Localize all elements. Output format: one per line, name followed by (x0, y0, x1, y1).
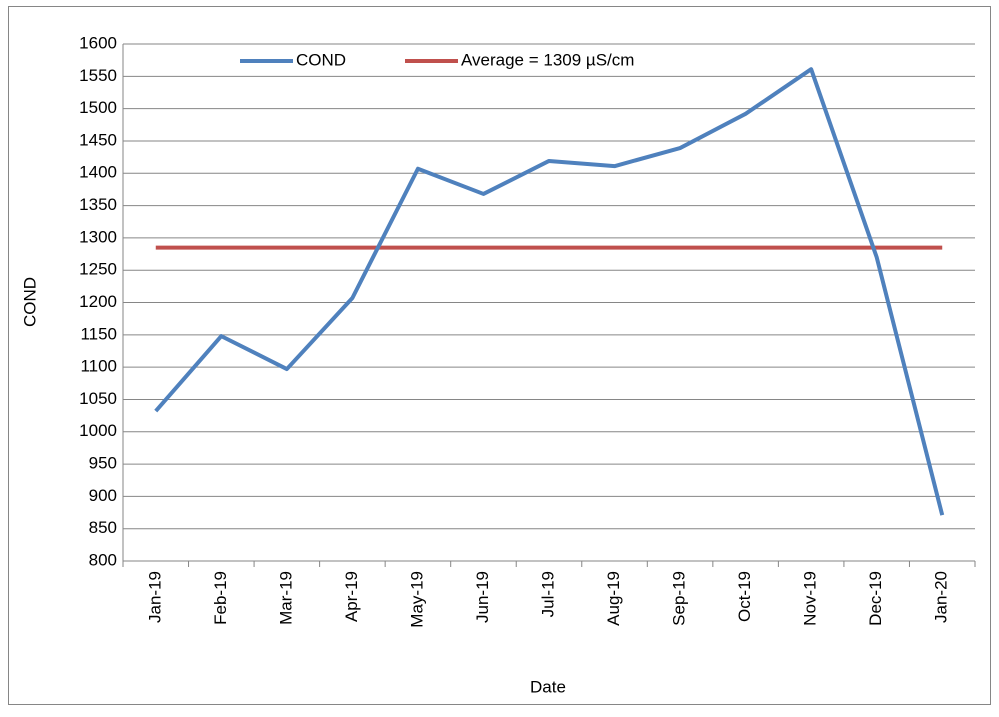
y-tick-label: 1300 (79, 227, 117, 246)
y-tick-label: 1000 (79, 421, 117, 440)
x-tick-label: Feb-19 (211, 571, 230, 625)
data-line (154, 67, 945, 516)
x-tick-label: Nov-19 (801, 571, 820, 626)
y-tick-label: 1150 (80, 324, 117, 343)
x-tick-label: Dec-19 (866, 571, 885, 626)
x-tick-label: May-19 (407, 571, 426, 628)
x-tick-label: Jan-20 (932, 571, 951, 623)
x-tick-label: Jun-19 (473, 571, 492, 623)
y-tick-label: 1050 (79, 389, 117, 408)
y-tick-label: 1200 (79, 292, 117, 311)
y-tick-label: 1600 (79, 33, 117, 52)
x-tick-label: Oct-19 (735, 571, 754, 622)
y-axis-title: COND (20, 277, 39, 327)
y-tick-label: 1550 (79, 66, 117, 85)
y-tick-label: 1250 (79, 260, 117, 279)
y-tick-label: 1350 (79, 195, 117, 214)
x-tick-label: Apr-19 (342, 571, 361, 622)
y-tick-label: 850 (89, 518, 117, 537)
legend-label: COND (296, 50, 346, 69)
y-tick-label: 1500 (79, 98, 117, 117)
y-tick-label: 1450 (79, 130, 117, 149)
x-axis-title: Date (530, 677, 566, 696)
x-tick-label: Aug-19 (604, 571, 623, 626)
x-tick-label: Sep-19 (670, 571, 689, 626)
y-tick-label: 1400 (79, 163, 117, 182)
y-tick-label: 950 (89, 454, 117, 473)
y-tick-label: 800 (89, 550, 117, 569)
x-tick-label: Mar-19 (276, 571, 295, 625)
y-tick-label: 1100 (80, 357, 117, 376)
x-tick-label: Jan-19 (145, 571, 164, 623)
legend-label: Average = 1309 µS/cm (461, 50, 634, 69)
y-tick-label: 900 (89, 486, 117, 505)
x-tick-label: Jul-19 (538, 571, 557, 617)
chart-border (8, 6, 991, 705)
